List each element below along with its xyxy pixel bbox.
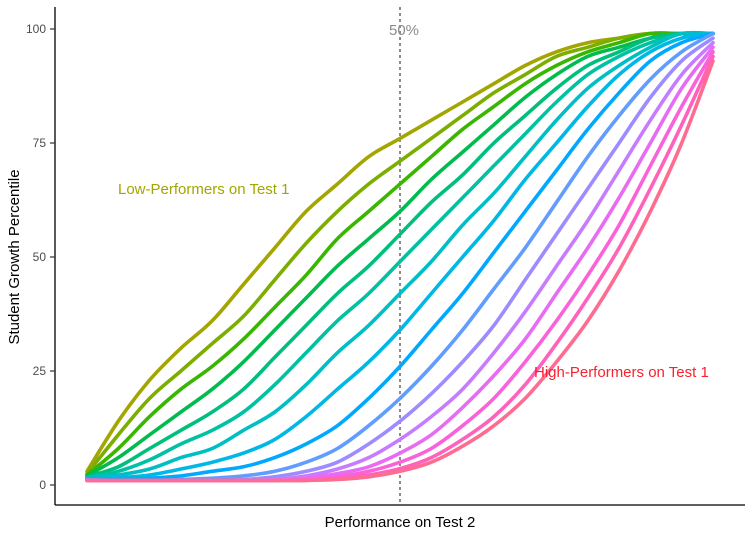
series-line-6 <box>85 31 715 480</box>
y-ticks-layer: 0 25 50 75 100 <box>26 22 55 492</box>
axes-layer <box>54 7 745 506</box>
x-axis-title: Performance on Test 2 <box>325 514 476 531</box>
annotation-low-performers: Low-Performers on Test 1 <box>118 181 289 198</box>
y-axis-title: Student Growth Percentile <box>6 169 23 344</box>
series-layer <box>85 30 715 483</box>
y-tick-label: 25 <box>33 364 47 378</box>
y-tick-label: 75 <box>33 136 47 150</box>
annotation-high-performers: High-Performers on Test 1 <box>534 364 709 381</box>
series-line-9 <box>85 31 715 482</box>
series-line-16 <box>85 59 715 483</box>
series-line-7 <box>85 30 715 480</box>
series-line-4 <box>85 31 715 478</box>
reference-line-label: 50% <box>389 22 419 39</box>
series-line-8 <box>85 31 715 481</box>
y-tick-label: 100 <box>26 22 46 36</box>
y-tick-label: 0 <box>39 478 46 492</box>
y-tick-label: 50 <box>33 250 47 264</box>
series-line-5 <box>85 31 715 479</box>
series-line-3 <box>85 31 715 477</box>
series-line-2 <box>85 31 715 476</box>
